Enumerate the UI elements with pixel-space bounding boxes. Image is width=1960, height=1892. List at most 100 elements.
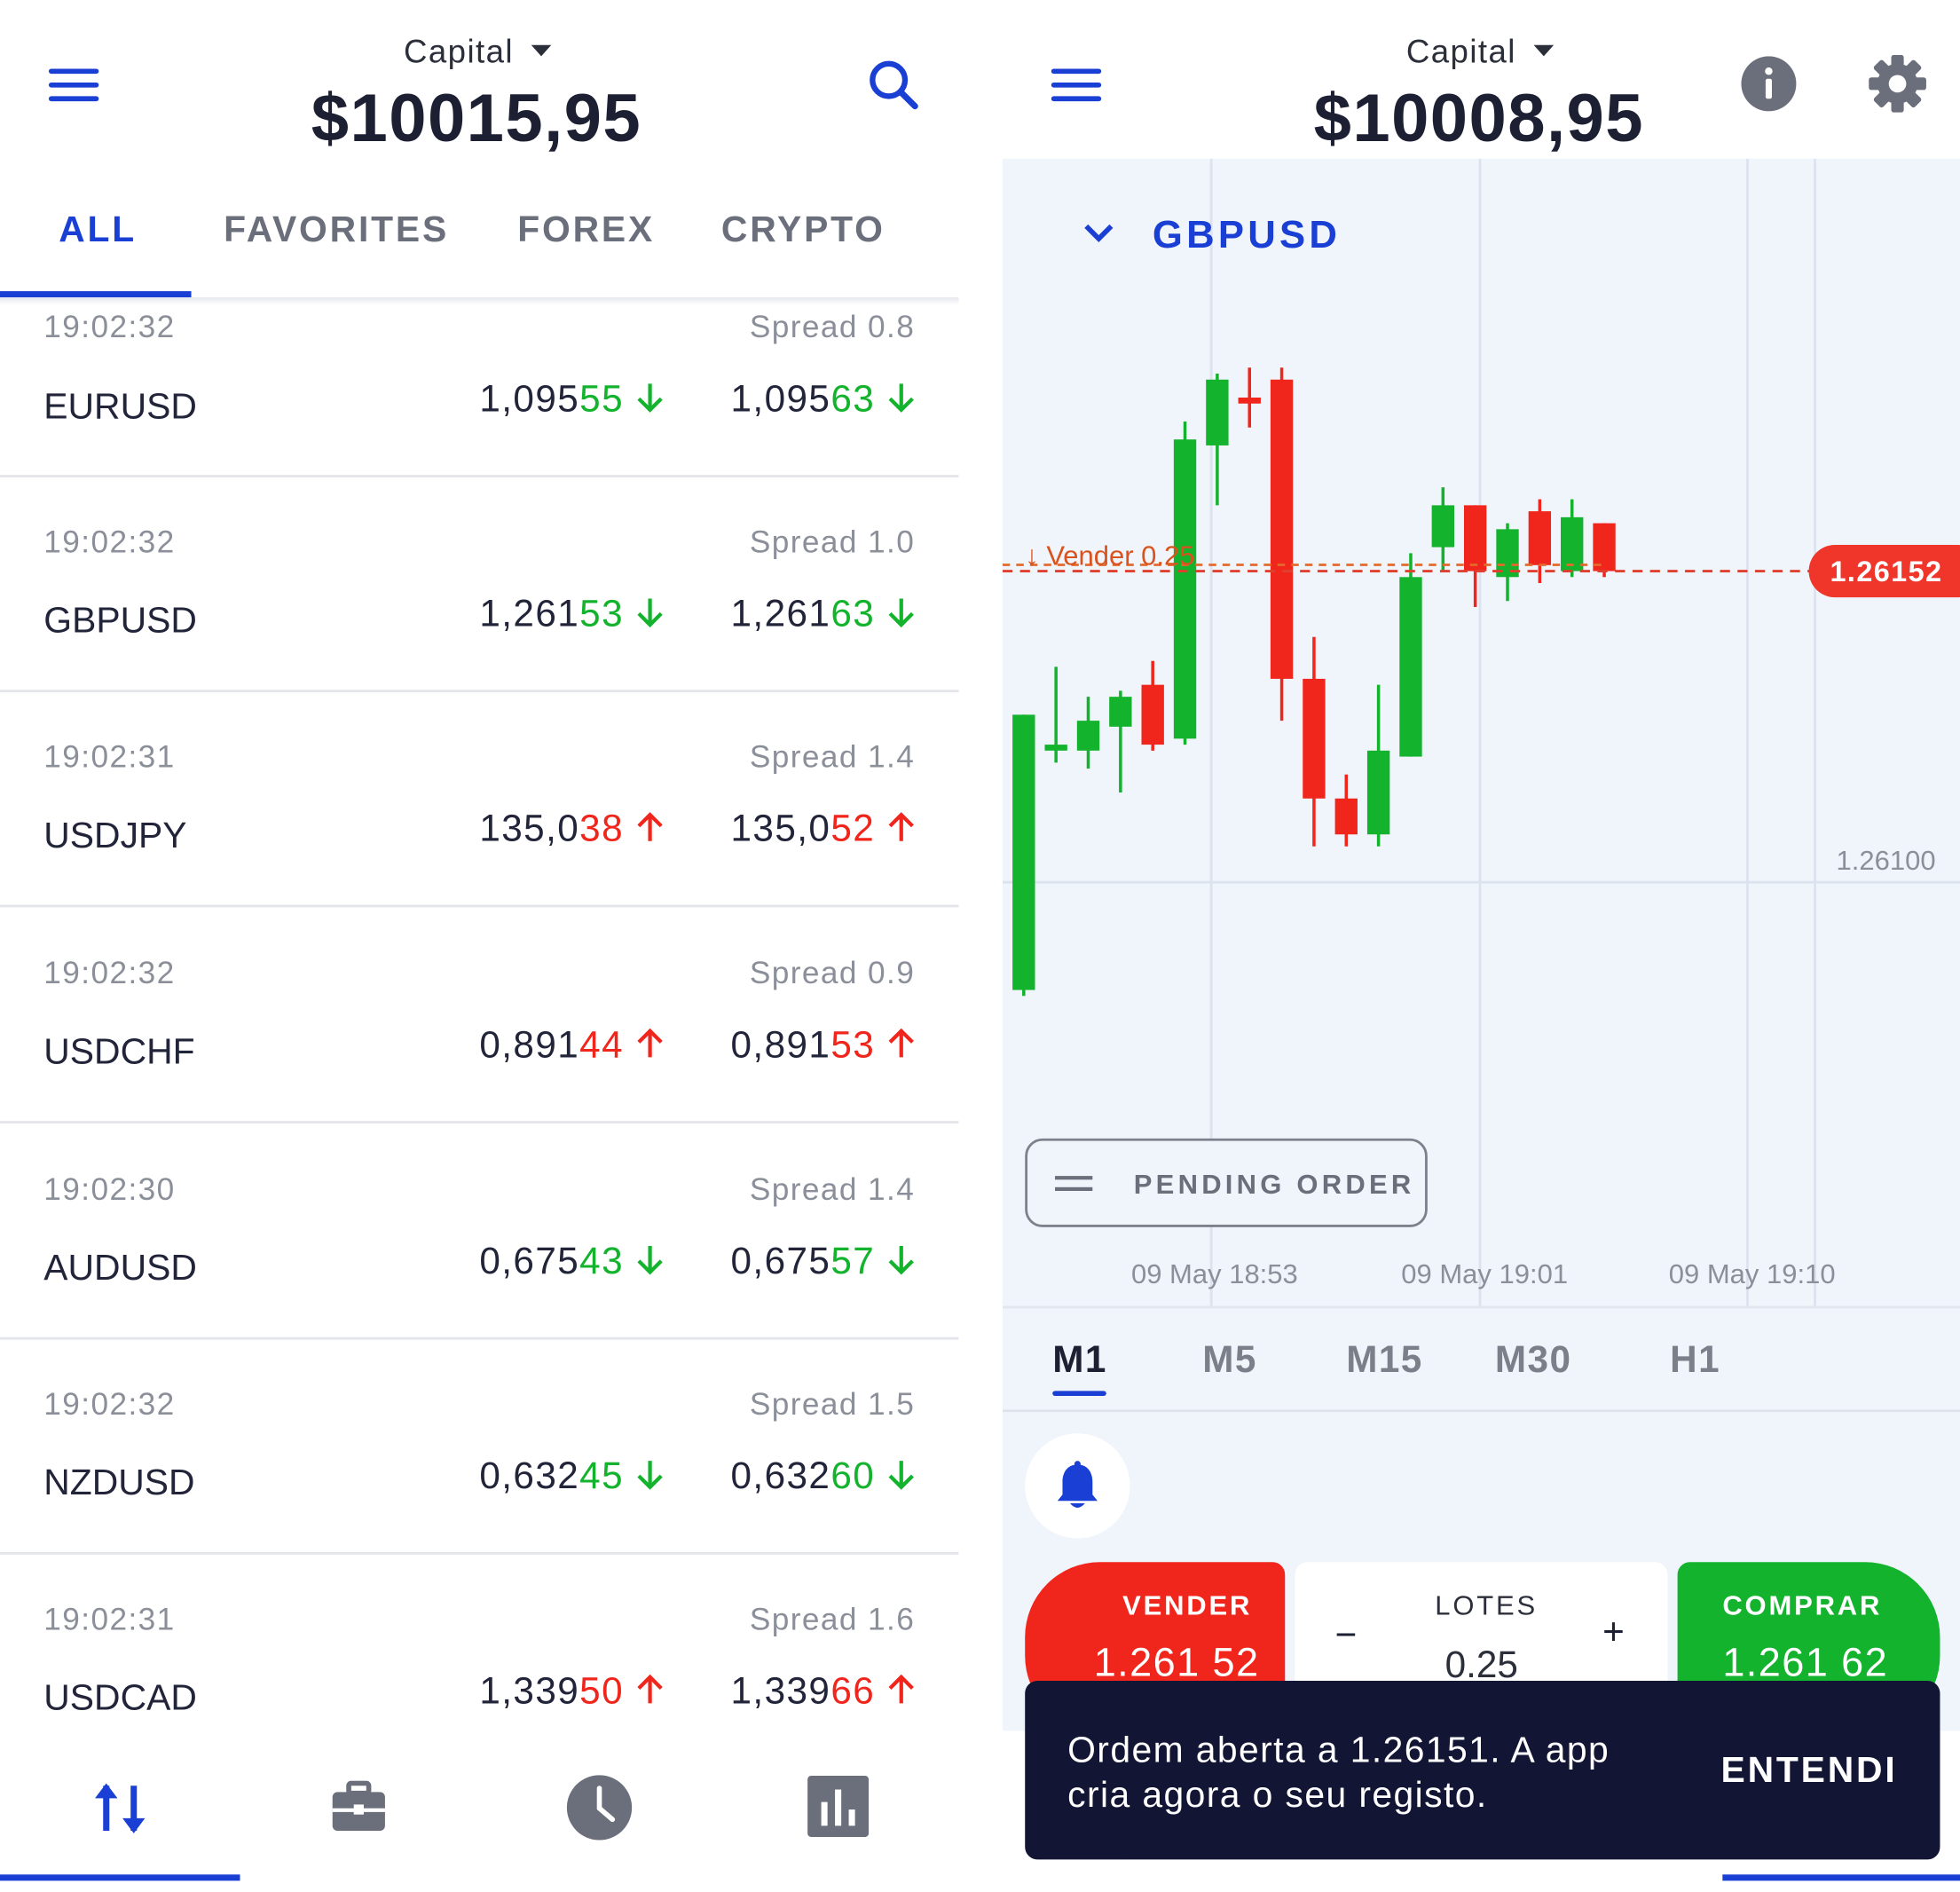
nav-indicator [1722, 1874, 1960, 1881]
current-price-tag: 1.26152 [1808, 544, 1960, 598]
bid-price-main: 1,339 [479, 1670, 580, 1713]
clock-icon[interactable] [566, 1775, 633, 1841]
price-axis-label: 1.26100 [1836, 844, 1936, 877]
instrument-symbol: USDCAD [43, 1678, 197, 1719]
instrument-row-usdjpy[interactable]: 19:02:31 Spread 1.4 USDJPY 135,038 135,052 [0, 692, 959, 908]
tab-forex[interactable]: FOREX [517, 209, 656, 250]
spread-value: Spread 1.4 [749, 739, 916, 776]
ask-price-pips: 63 [830, 593, 876, 635]
candle-body [1593, 523, 1616, 572]
arrow-down-icon [637, 1461, 663, 1490]
trade-arrows-icon[interactable] [92, 1781, 147, 1836]
pending-order-button[interactable]: PENDING ORDER [1025, 1138, 1428, 1227]
arrow-up-icon [888, 812, 914, 841]
bid-price[interactable]: 0,89144 [479, 1025, 664, 1068]
x-axis-label: 09 May 19:01 [1401, 1258, 1569, 1290]
ask-price[interactable]: 1,26163 [731, 594, 916, 636]
account-label: Capital [404, 32, 514, 70]
candle [1076, 697, 1100, 769]
candle [1238, 367, 1261, 428]
candle [1270, 367, 1294, 721]
active-nav-indicator [0, 1874, 240, 1881]
menu-icon[interactable] [48, 68, 99, 102]
candle-body [1431, 505, 1454, 548]
bid-price[interactable]: 1,33950 [479, 1671, 664, 1714]
bid-price[interactable]: 0,67543 [479, 1241, 664, 1283]
ask-price-pips: 52 [830, 808, 876, 850]
instrument-row-audusd[interactable]: 19:02:30 Spread 1.4 AUDUSD 0,67543 0,67557 [0, 1124, 959, 1340]
bottom-navigation [0, 1730, 959, 1892]
timeframe-m5[interactable]: M5 [1202, 1339, 1257, 1382]
search-icon[interactable] [868, 58, 920, 113]
candle-body [1206, 379, 1229, 445]
candle [1303, 636, 1326, 847]
ask-price-pips: 53 [830, 1024, 876, 1067]
chevron-down-icon[interactable] [1082, 221, 1115, 243]
panel-gap [958, 0, 1003, 1892]
ask-price[interactable]: 0,67557 [731, 1241, 916, 1283]
instrument-row-nzdusd[interactable]: 19:02:32 Spread 1.5 NZDUSD 0,63245 0,63260 [0, 1340, 959, 1555]
bid-price[interactable]: 1,26153 [479, 594, 664, 636]
candle-body [1366, 750, 1390, 835]
spread-value: Spread 1.4 [749, 1171, 916, 1208]
toast-message: Ordem aberta a 1.26151. A app cria agora… [1067, 1730, 1610, 1817]
quote-time: 19:02:31 [43, 739, 176, 776]
account-selector[interactable]: Capital [1405, 32, 1555, 72]
ask-price[interactable]: 135,052 [731, 808, 916, 851]
tab-crypto[interactable]: CRYPTO [720, 209, 886, 250]
chart-symbol[interactable]: GBPUSD [1152, 212, 1342, 256]
instrument-row-gbpusd[interactable]: 19:02:32 Spread 1.0 GBPUSD 1,26153 1,26163 [0, 477, 959, 693]
buy-label: COMPRAR [1722, 1589, 1883, 1621]
arrow-down-icon [888, 1461, 914, 1490]
instrument-row-eurusd[interactable]: 19:02:32 Spread 0.8 EURUSD 1,09555 1,09563 [0, 263, 959, 477]
lots-label: LOTES [1435, 1589, 1539, 1621]
briefcase-icon[interactable] [331, 1780, 386, 1833]
ask-price[interactable]: 0,63260 [731, 1456, 916, 1499]
candle-body [1463, 505, 1487, 572]
instrument-symbol: EURUSD [43, 387, 197, 428]
tab-favorites[interactable]: FAVORITES [224, 209, 450, 250]
candle-body [1044, 745, 1067, 751]
timeframe-m1[interactable]: M1 [1052, 1339, 1107, 1382]
timeframe-h1[interactable]: H1 [1670, 1339, 1721, 1382]
candle [1173, 421, 1197, 745]
tab-shadow [0, 297, 959, 305]
candle [1141, 660, 1164, 751]
ask-price[interactable]: 0,89153 [731, 1025, 916, 1068]
ask-price[interactable]: 1,09563 [731, 379, 916, 422]
tab-all[interactable]: ALL [59, 209, 138, 250]
candle [1012, 714, 1035, 997]
account-selector[interactable]: Capital [404, 32, 552, 72]
bid-price[interactable]: 135,038 [479, 808, 664, 851]
account-balance: $10008,95 [1313, 81, 1644, 157]
bid-price[interactable]: 0,63245 [479, 1456, 664, 1499]
lots-value[interactable]: 0.25 [1444, 1644, 1518, 1686]
bid-price-pips: 38 [579, 808, 624, 850]
timeframe-m15[interactable]: M15 [1346, 1339, 1423, 1382]
ask-price[interactable]: 1,33966 [731, 1671, 916, 1714]
increase-lots-button[interactable]: + [1602, 1612, 1625, 1654]
arrow-down-icon [888, 1246, 914, 1275]
candle [1496, 523, 1519, 602]
menu-icon[interactable] [1051, 68, 1102, 102]
ask-price-main: 1,339 [730, 1670, 831, 1713]
decrease-lots-button[interactable]: − [1334, 1614, 1358, 1656]
info-icon[interactable] [1741, 56, 1797, 112]
instrument-symbol: USDJPY [43, 816, 187, 856]
bar-chart-icon[interactable] [807, 1776, 870, 1838]
instrument-row-usdchf[interactable]: 19:02:32 Spread 0.9 USDCHF 0,89144 0,89153 [0, 909, 959, 1123]
timeframe-m30[interactable]: M30 [1494, 1339, 1572, 1382]
candlestick-chart[interactable] [1002, 158, 1960, 1306]
bid-price-pips: 53 [579, 593, 624, 635]
price-alert-button[interactable] [1025, 1433, 1130, 1539]
account-label: Capital [1405, 32, 1516, 70]
gear-icon[interactable] [1869, 54, 1926, 113]
price-chart[interactable] [1002, 158, 1960, 1306]
bid-price[interactable]: 1,09555 [479, 379, 664, 422]
instrument-symbol: AUDUSD [43, 1248, 197, 1289]
order-toast: Ordem aberta a 1.26151. A app cria agora… [1025, 1681, 1940, 1860]
candle [1399, 553, 1422, 757]
toast-dismiss-button[interactable]: ENTENDI [1720, 1750, 1898, 1791]
ask-price-main: 1,261 [730, 593, 831, 635]
order-line-label[interactable]: ↓ Vender 0.25 [1025, 540, 1195, 572]
